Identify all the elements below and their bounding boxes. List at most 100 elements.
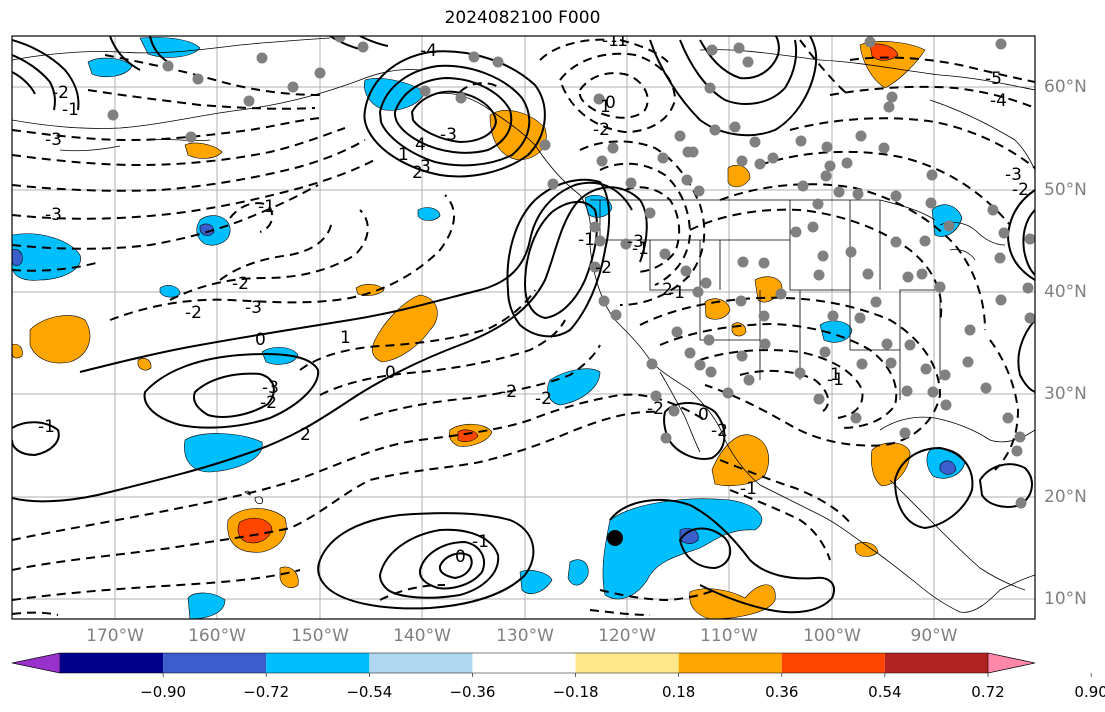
- contour-label: -1: [62, 100, 79, 120]
- pos-shade: [489, 110, 547, 161]
- station-dot: [758, 310, 770, 322]
- station-dot: [852, 188, 864, 200]
- station-dot: [743, 374, 755, 386]
- station-dot: [926, 169, 938, 181]
- longitude-label: 150°W: [291, 626, 349, 646]
- neg-shade: [199, 223, 215, 236]
- station-dot: [862, 268, 874, 280]
- map-frame: [11, 35, 1036, 620]
- coastline-baja: [659, 371, 701, 453]
- colorbar: [11, 652, 1092, 677]
- pos-shade: [727, 165, 751, 188]
- contour-dashed: [299, 289, 536, 371]
- station-dot: [593, 93, 605, 105]
- station-dot: [845, 246, 857, 258]
- station-dot: [856, 358, 868, 370]
- contour-solid: [893, 446, 974, 530]
- contour-label: -2: [185, 303, 202, 323]
- contour-dashed: [109, 194, 456, 321]
- neg-shade: [547, 368, 601, 406]
- contour-dashed: [12, 611, 59, 616]
- colorbar-tick-label: −0.36: [449, 683, 496, 701]
- pos-shade: [137, 358, 152, 371]
- longitude-label: 120°W: [598, 626, 656, 646]
- contour-solid: [393, 76, 513, 154]
- pos-shade: [279, 566, 299, 588]
- contour-solid: [12, 186, 648, 503]
- neg-shade: [584, 195, 613, 218]
- station-dot: [819, 346, 831, 358]
- station-dot: [940, 399, 952, 411]
- pos-shade: [29, 315, 91, 364]
- station-dot: [736, 155, 748, 167]
- station-dot: [767, 152, 779, 164]
- contour-solid: [663, 402, 726, 460]
- station-dot: [700, 277, 712, 289]
- contour-dashed: [589, 609, 651, 616]
- station-dot: [820, 170, 832, 182]
- station-dot: [916, 268, 928, 280]
- contour-solid: [699, 36, 780, 80]
- contour-dashed: [689, 208, 943, 323]
- station-dot: [704, 82, 716, 94]
- contour-dashed: [639, 296, 942, 447]
- station-dot: [706, 44, 718, 56]
- neg-shade: [679, 528, 699, 544]
- contour-label: 0: [255, 330, 266, 350]
- contour-label: -2: [260, 393, 277, 413]
- contour-solid: [378, 528, 500, 599]
- colorbar-tick-label: 0.18: [661, 683, 696, 701]
- station-dot: [854, 312, 866, 324]
- station-dot: [1024, 312, 1035, 324]
- station-dot: [468, 51, 480, 63]
- contour-dashed: [12, 261, 101, 272]
- contour-label: -4: [420, 41, 437, 61]
- longitude-label: 170°W: [86, 626, 144, 646]
- station-dot: [813, 269, 825, 281]
- contour-label: -1: [668, 283, 685, 303]
- contour-label-layer: -1-1-2-3-1-5-4-3-2-1-3-2-3-2-20 10-1-2-32…: [38, 36, 1029, 567]
- station-dot: [1022, 282, 1034, 294]
- contour-label: -2: [500, 382, 517, 402]
- contour-dashed: [558, 52, 677, 134]
- hudson: [929, 99, 1035, 171]
- station-dot: [674, 130, 686, 142]
- station-dot: [881, 338, 893, 350]
- contour-dashed: [12, 184, 319, 250]
- station-dot: [886, 91, 898, 103]
- contour-label: 1: [830, 365, 841, 385]
- station-dot: [790, 226, 802, 238]
- contour-label: -2: [711, 421, 728, 441]
- pos-shade: [184, 142, 223, 159]
- contour-dashed: [12, 157, 379, 220]
- station-dot: [644, 207, 656, 219]
- contour-dashed: [229, 202, 274, 233]
- neg-shade: [184, 433, 263, 473]
- contour-dashed: [104, 54, 321, 96]
- colorbar-segment: [575, 653, 679, 673]
- contour-dashed: [578, 72, 649, 119]
- station-dot: [162, 60, 174, 72]
- station-dot: [901, 385, 913, 397]
- station-dot: [890, 190, 902, 202]
- contours: [12, 36, 1035, 616]
- contour-dashed: [169, 209, 369, 301]
- station-dot: [821, 141, 833, 153]
- contour-label: -1: [258, 197, 275, 217]
- station-dot: [607, 142, 619, 154]
- contour-label: 1: [398, 145, 409, 165]
- colorbar-segment: [884, 653, 988, 673]
- contour-dashed: [87, 89, 316, 110]
- station-dot: [357, 41, 369, 53]
- colorbar-tick-label: −0.54: [346, 683, 393, 701]
- contour-label: -2: [535, 389, 552, 409]
- contour-label: 1: [340, 328, 351, 348]
- station-dot: [980, 382, 992, 394]
- station-dot: [703, 334, 715, 346]
- station-dot: [1015, 497, 1027, 509]
- station-dot: [681, 174, 693, 186]
- station-dot: [314, 67, 326, 79]
- station-dot: [807, 221, 819, 233]
- colorbar-segment: [678, 653, 782, 673]
- contour-label: -1: [827, 370, 844, 390]
